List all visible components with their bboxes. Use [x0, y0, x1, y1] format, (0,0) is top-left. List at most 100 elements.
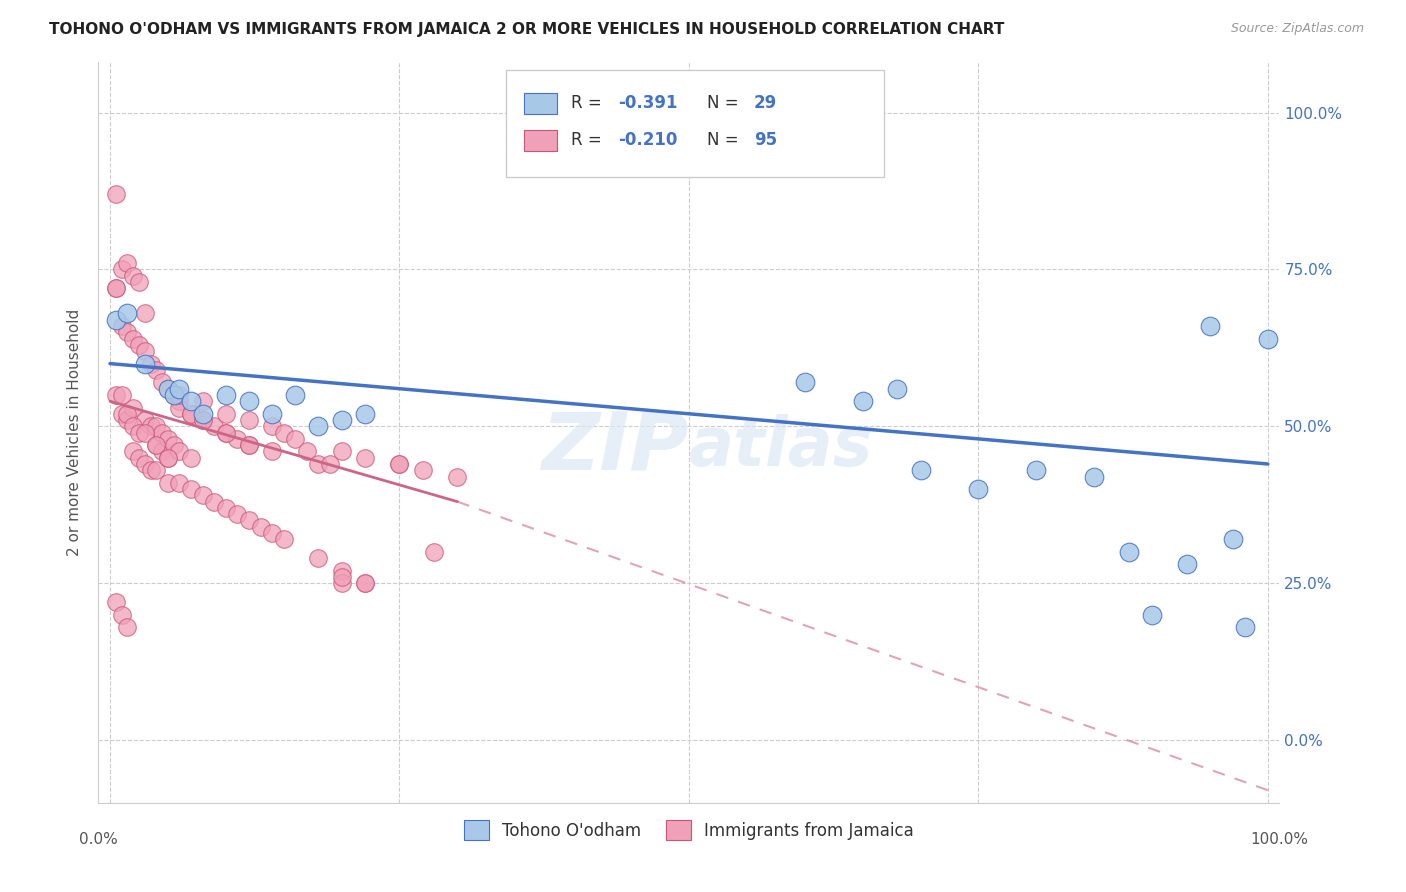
Text: Source: ZipAtlas.com: Source: ZipAtlas.com	[1230, 22, 1364, 36]
Point	[117, 413, 139, 427]
Point	[139, 419, 162, 434]
Point	[307, 551, 329, 566]
Text: N =: N =	[707, 95, 744, 112]
Point	[117, 256, 139, 270]
Point	[134, 413, 156, 427]
Point	[238, 438, 260, 452]
Point	[238, 438, 260, 452]
Point	[284, 432, 307, 446]
Text: 100.0%: 100.0%	[1250, 832, 1309, 847]
Point	[1025, 463, 1047, 477]
Point	[169, 388, 191, 402]
Point	[307, 419, 329, 434]
Point	[238, 394, 260, 409]
Point	[117, 407, 139, 421]
Point	[191, 413, 214, 427]
Point	[128, 275, 150, 289]
Point	[117, 306, 139, 320]
Point	[104, 388, 127, 402]
Point	[156, 450, 179, 465]
Point	[215, 407, 238, 421]
Text: 0.0%: 0.0%	[79, 832, 118, 847]
Point	[163, 438, 186, 452]
Point	[156, 382, 179, 396]
Point	[262, 419, 284, 434]
Point	[150, 444, 173, 458]
Point	[215, 425, 238, 440]
Point	[353, 576, 375, 591]
Point	[169, 382, 191, 396]
Point	[852, 394, 875, 409]
Text: -0.391: -0.391	[619, 95, 678, 112]
Point	[1222, 533, 1244, 547]
Point	[793, 376, 815, 390]
Point	[330, 444, 353, 458]
Point	[307, 457, 329, 471]
Point	[191, 394, 214, 409]
Text: ZIP: ZIP	[541, 409, 689, 486]
Text: -0.210: -0.210	[619, 131, 678, 149]
Point	[226, 432, 249, 446]
Point	[110, 407, 132, 421]
Point	[353, 450, 375, 465]
Point	[134, 457, 156, 471]
Point	[156, 382, 179, 396]
Point	[215, 500, 238, 515]
Point	[134, 344, 156, 359]
FancyBboxPatch shape	[523, 93, 557, 113]
Point	[180, 482, 202, 496]
Point	[191, 488, 214, 502]
Text: R =: R =	[571, 131, 607, 149]
Point	[169, 475, 191, 490]
Point	[1118, 545, 1140, 559]
Point	[163, 388, 186, 402]
Point	[191, 407, 214, 421]
Point	[191, 413, 214, 427]
Point	[202, 419, 225, 434]
Point	[145, 438, 167, 452]
Point	[104, 595, 127, 609]
Point	[110, 607, 132, 622]
Point	[117, 620, 139, 634]
Point	[215, 388, 238, 402]
Legend: Tohono O'odham, Immigrants from Jamaica: Tohono O'odham, Immigrants from Jamaica	[457, 814, 921, 847]
Point	[330, 413, 353, 427]
Point	[319, 457, 342, 471]
Point	[215, 425, 238, 440]
Point	[156, 450, 179, 465]
Point	[122, 419, 145, 434]
Point	[128, 425, 150, 440]
Point	[110, 318, 132, 333]
Point	[145, 463, 167, 477]
Point	[284, 388, 307, 402]
Point	[134, 357, 156, 371]
Point	[273, 425, 295, 440]
FancyBboxPatch shape	[523, 130, 557, 151]
Point	[295, 444, 318, 458]
Point	[169, 401, 191, 415]
Point	[1233, 620, 1256, 634]
Point	[262, 444, 284, 458]
Point	[1140, 607, 1163, 622]
Text: R =: R =	[571, 95, 607, 112]
Point	[110, 262, 132, 277]
Point	[122, 444, 145, 458]
Point	[163, 388, 186, 402]
Point	[330, 576, 353, 591]
Point	[353, 407, 375, 421]
Text: 29: 29	[754, 95, 778, 112]
Point	[353, 576, 375, 591]
Text: 95: 95	[754, 131, 778, 149]
Point	[412, 463, 434, 477]
Point	[238, 513, 260, 527]
Point	[104, 312, 127, 326]
Y-axis label: 2 or more Vehicles in Household: 2 or more Vehicles in Household	[67, 309, 83, 557]
Point	[145, 438, 167, 452]
Point	[180, 407, 202, 421]
Point	[104, 187, 127, 202]
Point	[139, 463, 162, 477]
Point	[180, 450, 202, 465]
Point	[273, 533, 295, 547]
Point	[262, 526, 284, 541]
Point	[1083, 469, 1105, 483]
